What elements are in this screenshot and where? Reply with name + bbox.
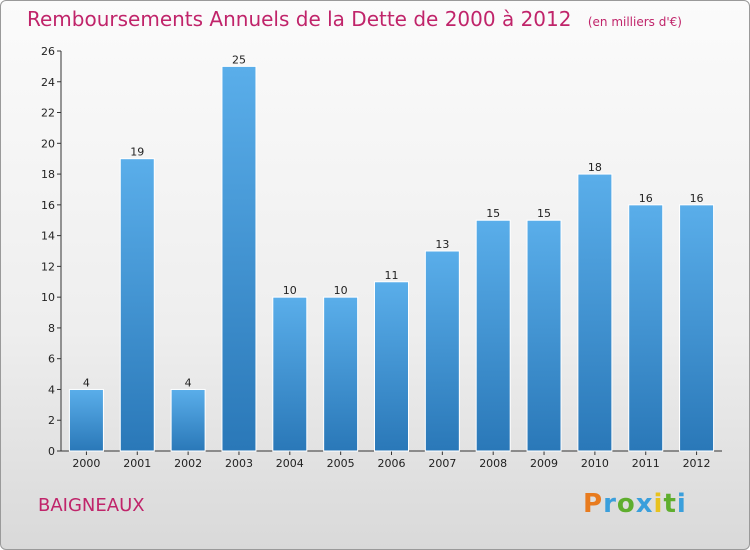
y-tick-label: 18 — [41, 168, 55, 181]
bar-value-label: 4 — [83, 376, 90, 389]
x-tick-label: 2005 — [327, 457, 355, 470]
chart-title: Remboursements Annuels de la Dette de 20… — [27, 7, 682, 31]
bar-value-label: 15 — [537, 207, 551, 220]
y-tick-label: 26 — [41, 45, 55, 58]
x-tick-label: 2007 — [428, 457, 456, 470]
chart-subtitle: (en milliers d'€) — [587, 15, 682, 29]
bar-2001 — [119, 158, 155, 452]
x-tick-label: 2006 — [378, 457, 406, 470]
y-tick-label: 14 — [41, 230, 55, 243]
x-tick-label: 2008 — [479, 457, 507, 470]
bar-2006 — [374, 281, 409, 452]
title-text: Remboursements Annuels de la Dette de 20… — [27, 7, 572, 31]
y-tick-label: 12 — [41, 260, 55, 273]
bar-2000 — [68, 388, 104, 452]
y-tick-label: 20 — [41, 137, 55, 150]
logo-letter: i — [653, 489, 664, 519]
x-tick-label: 2002 — [174, 457, 202, 470]
bar-value-label: 16 — [639, 192, 653, 205]
bar-2007 — [424, 250, 460, 452]
x-tick-label: 2004 — [276, 457, 304, 470]
logo-letter: x — [635, 489, 654, 519]
x-tick-label: 2003 — [225, 457, 253, 470]
y-tick-label: 24 — [41, 76, 55, 89]
bar-value-label: 25 — [232, 53, 246, 66]
y-tick-label: 2 — [48, 414, 55, 427]
logo-letter: P — [583, 489, 604, 519]
bar-value-label: 16 — [690, 192, 704, 205]
y-tick-label: 22 — [41, 107, 55, 120]
x-tick-label: 2000 — [72, 457, 100, 470]
logo-letter: r — [603, 489, 617, 519]
logo-letter: i — [676, 489, 687, 519]
bar-series: 4 19 4 25 10 10 11 13 15 15 18 16 16 — [68, 53, 715, 452]
bar-value-label: 11 — [385, 269, 399, 282]
bar-2004 — [272, 296, 308, 452]
x-tick-label: 2010 — [581, 457, 609, 470]
logo-letter: o — [616, 489, 636, 519]
x-tick-label: 2012 — [683, 457, 711, 470]
y-tick-label: 0 — [48, 445, 55, 458]
y-tick-label: 6 — [48, 353, 55, 366]
bar-value-label: 10 — [334, 284, 348, 297]
x-tick-label: 2011 — [632, 457, 660, 470]
y-tick-label: 10 — [41, 291, 55, 304]
city-name: BAIGNEAUX — [38, 495, 145, 516]
bar-value-label: 19 — [130, 146, 144, 159]
bar-value-label: 13 — [435, 238, 449, 251]
bar-2009 — [526, 219, 562, 452]
bar-value-label: 10 — [283, 284, 297, 297]
x-tick-label: 2009 — [530, 457, 558, 470]
bar-2005 — [323, 296, 359, 452]
bar-2011 — [628, 204, 664, 452]
logo-letter: t — [663, 489, 677, 519]
bar-2008 — [475, 219, 511, 452]
bar-value-label: 18 — [588, 161, 602, 174]
bar-2010 — [577, 173, 613, 452]
bar-2002 — [170, 388, 206, 452]
proxiti-logo: Proxiti — [583, 489, 687, 519]
x-tick-label: 2001 — [123, 457, 151, 470]
x-axis: 2000 2001 2002 2003 2004 2005 2006 2007 2008 2009… — [61, 450, 722, 470]
bar-value-label: 4 — [185, 376, 192, 389]
bar-2012 — [679, 204, 715, 452]
y-tick-label: 16 — [41, 199, 55, 212]
bar-value-label: 15 — [486, 207, 500, 220]
y-tick-label: 8 — [48, 322, 55, 335]
y-tick-label: 4 — [48, 383, 55, 396]
bar-2003 — [221, 65, 257, 452]
